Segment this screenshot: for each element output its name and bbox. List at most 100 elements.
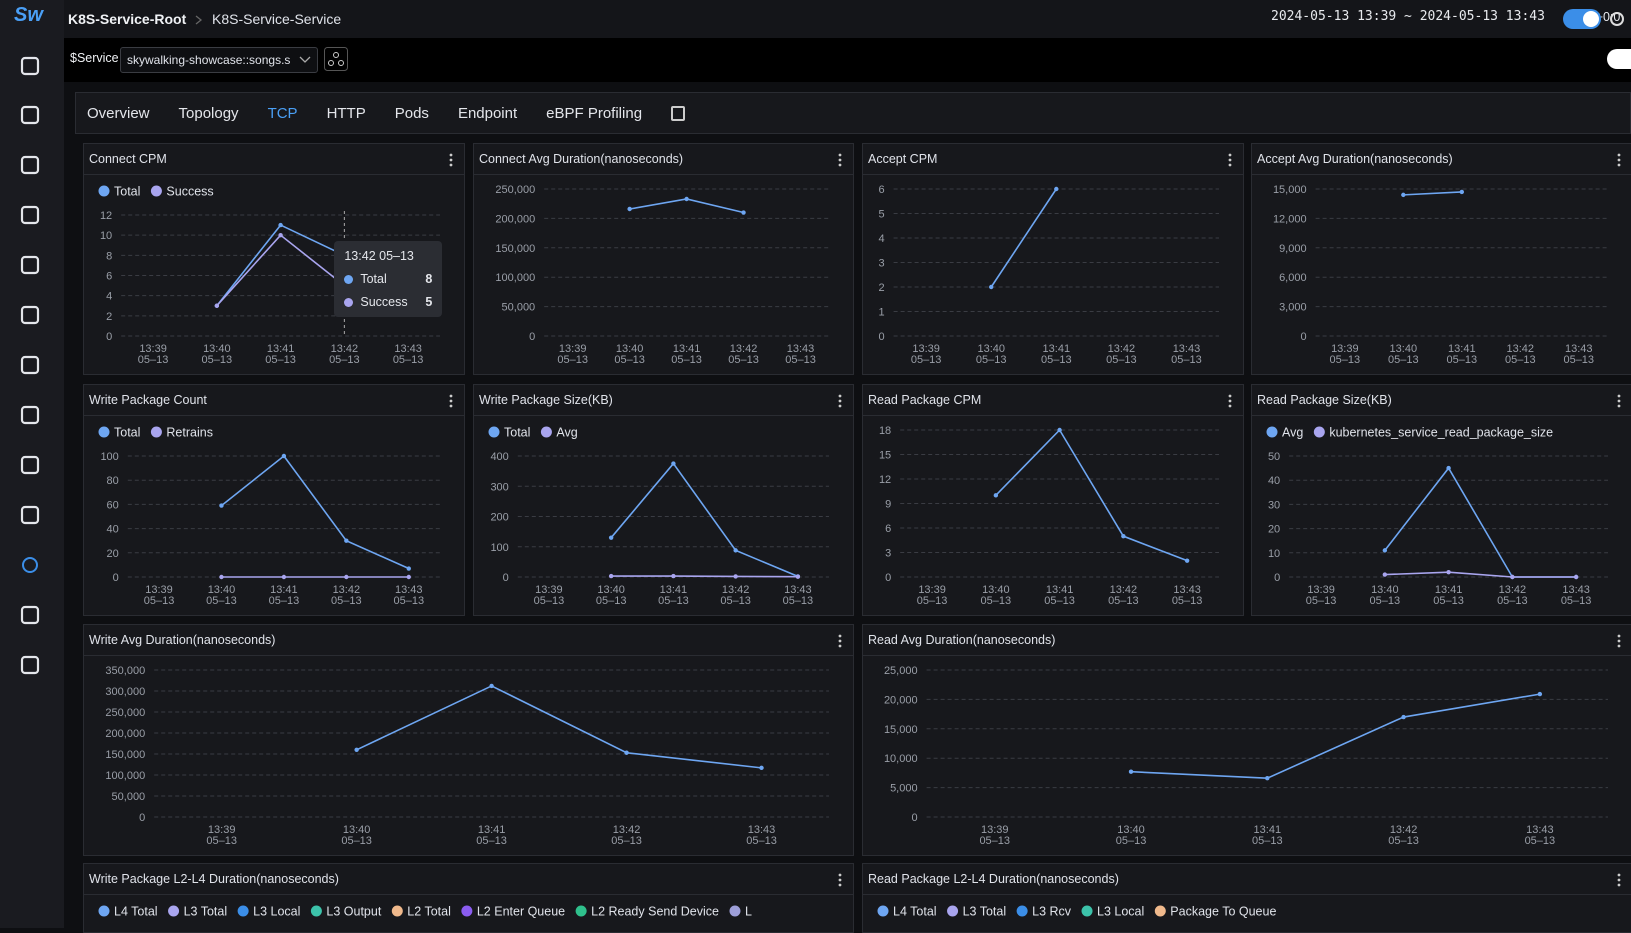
menu-dot xyxy=(1228,399,1232,403)
point xyxy=(1459,189,1464,195)
legend-swatch xyxy=(575,905,587,917)
chart: 0 50,000 100,000 150,000 200,000 250,000 300,0… xyxy=(105,665,829,847)
header-controls[interactable] xyxy=(1561,7,1631,31)
nav-icon[interactable] xyxy=(20,455,40,475)
menu-dot xyxy=(1228,394,1232,398)
panel-menu[interactable] xyxy=(1227,393,1233,409)
tab[interactable]: Topology xyxy=(178,104,239,122)
menu-dot xyxy=(449,394,453,398)
x-tick-label: 13:41 05–13 xyxy=(476,824,507,847)
panel-menu[interactable] xyxy=(448,393,454,409)
tab[interactable]: Pods xyxy=(394,104,429,122)
legend-label[interactable]: L3 Local xyxy=(1097,905,1144,919)
legend-swatch xyxy=(1266,426,1278,438)
legend-label[interactable]: Total xyxy=(504,426,530,440)
x-tick-label: 13:41 05–13 xyxy=(269,584,300,607)
panel-menu[interactable] xyxy=(837,633,843,649)
legend-label[interactable]: L4 Total xyxy=(893,905,937,919)
panel-menu[interactable] xyxy=(1616,872,1622,888)
y-tick-label: 100,000 xyxy=(495,272,535,284)
nav-icon[interactable] xyxy=(20,205,40,225)
tab[interactable]: HTTP xyxy=(326,104,366,122)
breadcrumb-root[interactable]: K8S-Service-Root xyxy=(68,11,187,27)
nav-icon[interactable] xyxy=(20,405,40,425)
tab[interactable]: Endpoint xyxy=(457,104,518,122)
menu-dot xyxy=(838,158,842,162)
menu-dot xyxy=(838,153,842,157)
point xyxy=(1401,192,1406,198)
menu-dot xyxy=(838,634,842,638)
legend-label[interactable]: Total xyxy=(114,185,140,199)
service-label: $Service xyxy=(70,51,119,65)
legend-label[interactable]: Success xyxy=(166,185,213,199)
nav-icon[interactable] xyxy=(20,56,40,76)
panel-menu[interactable] xyxy=(837,152,843,168)
nav-icon[interactable] xyxy=(20,355,40,375)
nav-icon[interactable] xyxy=(22,557,38,573)
legend-label[interactable]: L3 Output xyxy=(326,905,381,919)
panel-menu[interactable] xyxy=(1616,633,1622,649)
legend-label[interactable]: Avg xyxy=(1282,426,1303,440)
x-tick-label: 13:40 05–13 xyxy=(341,824,372,847)
point xyxy=(795,574,801,579)
header: K8S-Service-Root K8S-Service-Service 202… xyxy=(64,0,1631,38)
panel-menu[interactable] xyxy=(837,872,843,888)
topology-button[interactable] xyxy=(324,47,348,71)
legend-label[interactable]: Retrains xyxy=(166,426,213,440)
chart: Total Retrains 0 20 40 60 80 100 13:39 05–13 13:40… xyxy=(98,426,440,607)
nav-icon[interactable] xyxy=(20,305,40,325)
toggle[interactable] xyxy=(1606,48,1631,70)
nav-icon[interactable] xyxy=(20,655,40,675)
nav-icon[interactable] xyxy=(20,105,40,125)
point xyxy=(1265,775,1270,781)
line xyxy=(1130,693,1540,780)
menu-dot xyxy=(1617,158,1621,162)
point xyxy=(624,750,629,755)
legend-label[interactable]: L2 Enter Queue xyxy=(477,905,565,919)
x-tick-label: 13:42 05–13 xyxy=(1505,343,1536,366)
point xyxy=(627,206,632,212)
legend-label[interactable]: Total xyxy=(114,426,140,440)
tab[interactable]: Overview xyxy=(87,104,150,122)
legend-label[interactable]: L3 Total xyxy=(184,905,228,919)
y-tick-label: 50,000 xyxy=(502,302,536,314)
nav-icon[interactable] xyxy=(20,155,40,175)
legend-label[interactable]: L xyxy=(745,905,752,919)
legend-label[interactable]: Avg xyxy=(556,426,577,440)
x-tick-label: 13:40 05–13 xyxy=(1370,584,1401,607)
chart-title: Write Package Count xyxy=(89,393,207,407)
time-range[interactable]: 2024-05-13 13:39 ~ 2024-05-13 13:43 xyxy=(1271,9,1545,24)
tooltip-value: 8 xyxy=(425,272,433,286)
panel-menu[interactable] xyxy=(1616,393,1622,409)
x-tick-label: 13:40 05–13 xyxy=(976,343,1007,366)
panel-menu[interactable] xyxy=(1616,152,1622,168)
nav-icon[interactable] xyxy=(20,255,40,275)
point xyxy=(671,461,676,466)
legend-label[interactable]: L3 Local xyxy=(253,905,300,919)
panel-menu[interactable] xyxy=(1227,152,1233,168)
panel-menu[interactable] xyxy=(448,152,454,168)
divider xyxy=(863,655,1631,656)
y-tick-label: 8 xyxy=(106,250,112,262)
nav-icon[interactable] xyxy=(20,505,40,525)
copy-icon[interactable] xyxy=(671,105,686,121)
x-tick-label: 13:42 05–13 xyxy=(720,584,751,607)
menu-dot xyxy=(838,883,842,887)
legend-label[interactable]: Package To Queue xyxy=(1170,905,1276,919)
tab[interactable]: TCP xyxy=(267,104,298,122)
legend-label[interactable]: L4 Total xyxy=(114,905,158,919)
legend-label[interactable]: L3 Total xyxy=(963,905,1007,919)
y-tick-label: 0 xyxy=(878,331,884,343)
legend-label[interactable]: L2 Ready Send Device xyxy=(591,905,719,919)
panel-menu[interactable] xyxy=(837,393,843,409)
legend-label[interactable]: L3 Rcv xyxy=(1032,905,1072,919)
logo[interactable]: Sw xyxy=(14,4,43,26)
y-tick-label: 200 xyxy=(490,512,508,524)
legend-label[interactable]: kubernetes_service_read_package_size xyxy=(1329,426,1553,440)
service-select[interactable]: skywalking-showcase::songs.s xyxy=(120,47,318,73)
nav-icon[interactable] xyxy=(20,605,40,625)
tab[interactable]: eBPF Profiling xyxy=(546,104,643,122)
menu-dot xyxy=(1617,644,1621,648)
point xyxy=(1121,533,1126,539)
legend-label[interactable]: L2 Total xyxy=(407,905,451,919)
